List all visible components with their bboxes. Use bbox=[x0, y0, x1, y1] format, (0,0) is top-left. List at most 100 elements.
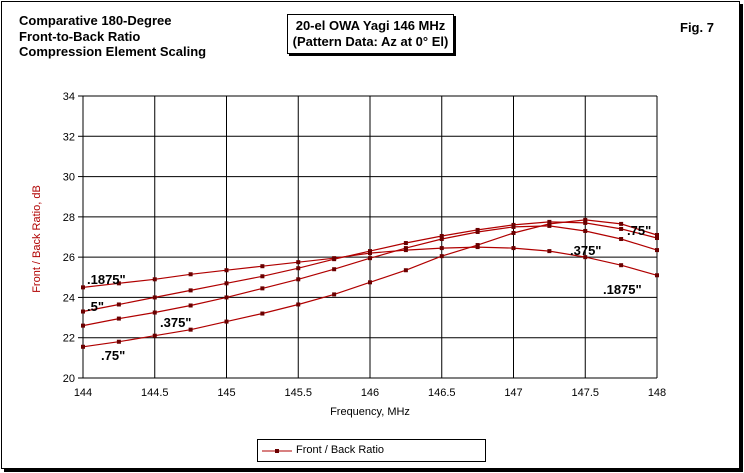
data-point bbox=[224, 281, 229, 286]
data-point bbox=[188, 303, 193, 308]
data-point bbox=[81, 309, 85, 314]
data-point bbox=[260, 274, 265, 279]
curve-annotation: .5" bbox=[87, 299, 104, 314]
data-point bbox=[511, 222, 516, 227]
data-point bbox=[116, 302, 121, 307]
x-tick-label: 147 bbox=[504, 387, 522, 399]
data-point bbox=[619, 237, 624, 242]
data-point bbox=[511, 246, 516, 251]
curve-annotation: .75" bbox=[627, 223, 651, 238]
data-point bbox=[547, 249, 552, 254]
x-tick-label: 147.5 bbox=[571, 387, 599, 399]
data-point bbox=[475, 227, 480, 232]
data-point bbox=[439, 246, 444, 251]
x-tick-label: 146.5 bbox=[428, 387, 456, 399]
data-point bbox=[368, 249, 372, 254]
data-point bbox=[116, 281, 121, 286]
title-line-1: Comparative 180-Degree bbox=[19, 13, 172, 28]
data-point bbox=[152, 295, 157, 300]
x-tick-label: 144.5 bbox=[141, 387, 169, 399]
curve-annotation: .375" bbox=[160, 315, 191, 330]
y-tick-label: 20 bbox=[63, 373, 75, 385]
data-point bbox=[332, 267, 337, 272]
data-point bbox=[368, 256, 372, 261]
data-point bbox=[655, 273, 659, 278]
data-point bbox=[439, 233, 444, 238]
data-point bbox=[619, 221, 624, 226]
data-point bbox=[260, 286, 265, 291]
data-point bbox=[619, 226, 624, 231]
data-point bbox=[583, 228, 588, 233]
x-tick-label: 145 bbox=[217, 387, 235, 399]
data-point bbox=[583, 255, 588, 260]
data-point bbox=[368, 251, 372, 256]
data-point bbox=[81, 344, 85, 349]
data-point bbox=[583, 217, 588, 222]
x-tick-label: 144 bbox=[74, 387, 92, 399]
data-point bbox=[439, 237, 444, 242]
data-point bbox=[116, 316, 121, 321]
legend-swatch bbox=[262, 449, 292, 453]
curve-annotation: .1875" bbox=[87, 272, 126, 287]
data-point bbox=[403, 241, 408, 246]
data-point bbox=[81, 285, 85, 290]
data-point bbox=[583, 220, 588, 225]
data-point bbox=[152, 310, 157, 315]
data-point bbox=[296, 260, 301, 265]
data-point bbox=[152, 333, 157, 338]
x-tick-label: 145.5 bbox=[284, 387, 312, 399]
subtitle-box: 20-el OWA Yagi 146 MHz (Pattern Data: Az… bbox=[287, 14, 454, 54]
data-point bbox=[116, 339, 121, 344]
y-tick-label: 30 bbox=[63, 172, 75, 184]
y-axis-label: Front / Back Ratio, dB bbox=[31, 185, 43, 293]
legend-label: Front / Back Ratio bbox=[296, 444, 385, 456]
y-tick-label: 32 bbox=[63, 131, 75, 143]
data-point bbox=[188, 272, 193, 277]
data-point bbox=[403, 246, 408, 251]
data-point bbox=[439, 254, 444, 259]
subtitle-line-2: (Pattern Data: Az at 0° El) bbox=[292, 34, 449, 49]
curve-annotation: .75" bbox=[101, 348, 125, 363]
legend: Front / Back Ratio bbox=[257, 439, 486, 462]
data-point bbox=[547, 223, 552, 228]
data-point bbox=[224, 319, 229, 324]
data-point bbox=[547, 219, 552, 224]
data-point bbox=[260, 264, 265, 269]
data-point bbox=[547, 221, 552, 226]
y-tick-label: 34 bbox=[63, 91, 75, 103]
data-point bbox=[511, 224, 516, 229]
y-tick-label: 24 bbox=[63, 292, 75, 304]
figure-label: Fig. 7 bbox=[680, 20, 714, 35]
data-point bbox=[224, 268, 229, 273]
data-point bbox=[475, 245, 480, 250]
x-tick-label: 146 bbox=[361, 387, 379, 399]
data-point bbox=[296, 302, 301, 307]
y-tick-label: 22 bbox=[63, 333, 75, 345]
title-line-3: Compression Element Scaling bbox=[19, 44, 207, 59]
data-point bbox=[655, 248, 659, 253]
title-line-2: Front-to-Back Ratio bbox=[19, 28, 141, 44]
data-point bbox=[296, 277, 301, 282]
data-point bbox=[224, 295, 229, 300]
subtitle-line-1: 20-el OWA Yagi 146 MHz bbox=[295, 18, 446, 33]
data-point bbox=[296, 266, 301, 271]
chart-title: Comparative 180-Degree Front-to-Back Rat… bbox=[19, 13, 206, 60]
data-point bbox=[152, 277, 157, 282]
data-point bbox=[260, 311, 265, 316]
curve-annotation: .1875" bbox=[603, 282, 642, 297]
y-tick-label: 26 bbox=[63, 252, 75, 264]
data-point bbox=[511, 230, 516, 235]
data-point bbox=[475, 229, 480, 234]
data-point bbox=[368, 280, 372, 285]
data-point bbox=[403, 268, 408, 273]
data-point bbox=[475, 243, 480, 248]
data-point bbox=[403, 248, 408, 253]
data-point bbox=[188, 288, 193, 293]
curve-annotation: .375" bbox=[570, 243, 601, 258]
y-tick-label: 28 bbox=[63, 212, 75, 224]
x-axis-label: Frequency, MHz bbox=[330, 406, 410, 418]
data-point bbox=[332, 292, 337, 297]
data-point bbox=[188, 327, 193, 332]
data-point bbox=[619, 263, 624, 268]
